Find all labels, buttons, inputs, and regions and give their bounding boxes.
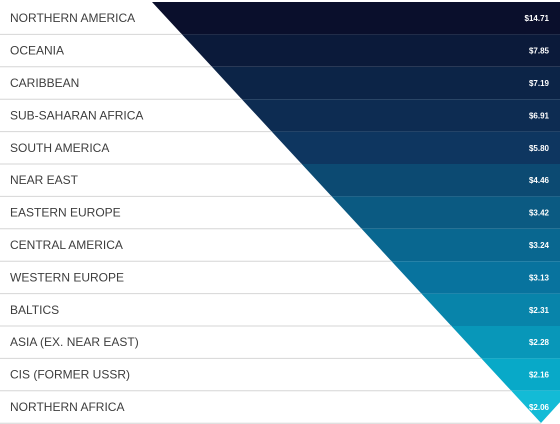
band-12 bbox=[481, 358, 560, 391]
band-2 bbox=[181, 34, 560, 67]
band-3 bbox=[211, 66, 560, 100]
category-label: CIS (FORMER USSR) bbox=[10, 368, 130, 382]
band-8 bbox=[361, 228, 560, 262]
category-label: WESTERN EUROPE bbox=[10, 270, 124, 284]
band-5 bbox=[271, 131, 560, 164]
category-label: CENTRAL AMERICA bbox=[10, 238, 123, 252]
value-labels: $14.71 $7.85 $7.19 $6.91 $5.80 $4.46 $3.42 $3.2… bbox=[525, 14, 550, 412]
value-label: $4.46 bbox=[529, 176, 550, 185]
category-label: SUB-SAHARAN AFRICA bbox=[10, 108, 143, 122]
value-label: $2.06 bbox=[529, 403, 550, 412]
value-label: $6.91 bbox=[529, 111, 550, 120]
value-label: $7.19 bbox=[529, 79, 550, 88]
funnel-bands bbox=[152, 2, 560, 423]
category-label: BALTICS bbox=[10, 303, 59, 317]
row-separators bbox=[0, 33, 542, 424]
value-label: $5.80 bbox=[529, 144, 550, 153]
category-label: ASIA (EX. NEAR EAST) bbox=[10, 335, 139, 349]
band-13 bbox=[511, 390, 560, 423]
category-label: SOUTH AMERICA bbox=[10, 141, 109, 155]
category-label: NEAR EAST bbox=[10, 173, 79, 187]
category-label: NORTHERN AMERICA bbox=[10, 11, 135, 25]
category-label: EASTERN EUROPE bbox=[10, 206, 121, 220]
band-4 bbox=[241, 99, 560, 132]
value-label: $3.42 bbox=[529, 209, 550, 218]
band-1 bbox=[152, 2, 560, 35]
category-labels: NORTHERN AMERICA OCEANIA CARIBBEAN SUB-SAHA… bbox=[10, 11, 143, 414]
value-label: $2.31 bbox=[529, 306, 550, 315]
band-9 bbox=[391, 261, 560, 294]
band-11 bbox=[451, 326, 560, 359]
value-label: $3.13 bbox=[529, 273, 550, 282]
value-label: $3.24 bbox=[529, 241, 550, 250]
value-label: $14.71 bbox=[525, 14, 550, 23]
category-label: OCEANIA bbox=[10, 44, 64, 58]
category-label: NORTHERN AFRICA bbox=[10, 400, 124, 414]
value-label: $2.16 bbox=[529, 371, 550, 380]
band-6 bbox=[301, 164, 560, 197]
band-7 bbox=[331, 196, 560, 229]
band-10 bbox=[421, 293, 560, 326]
value-label: $7.85 bbox=[529, 47, 550, 56]
category-label: CARIBBEAN bbox=[10, 76, 79, 90]
value-label: $2.28 bbox=[529, 338, 550, 347]
